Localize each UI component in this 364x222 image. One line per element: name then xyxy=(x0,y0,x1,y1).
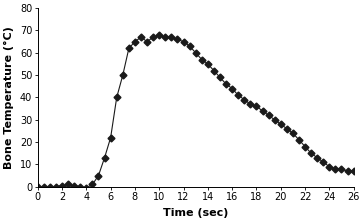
X-axis label: Time (sec): Time (sec) xyxy=(163,208,228,218)
Y-axis label: Bone Temperature (°C): Bone Temperature (°C) xyxy=(4,26,14,169)
